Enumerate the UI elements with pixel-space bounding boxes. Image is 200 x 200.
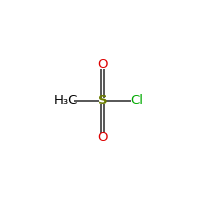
Text: S: S [98,95,107,108]
Text: O: O [97,58,108,71]
Text: H₃C: H₃C [53,95,78,108]
Text: O: O [97,131,108,144]
Text: Cl: Cl [131,95,144,108]
